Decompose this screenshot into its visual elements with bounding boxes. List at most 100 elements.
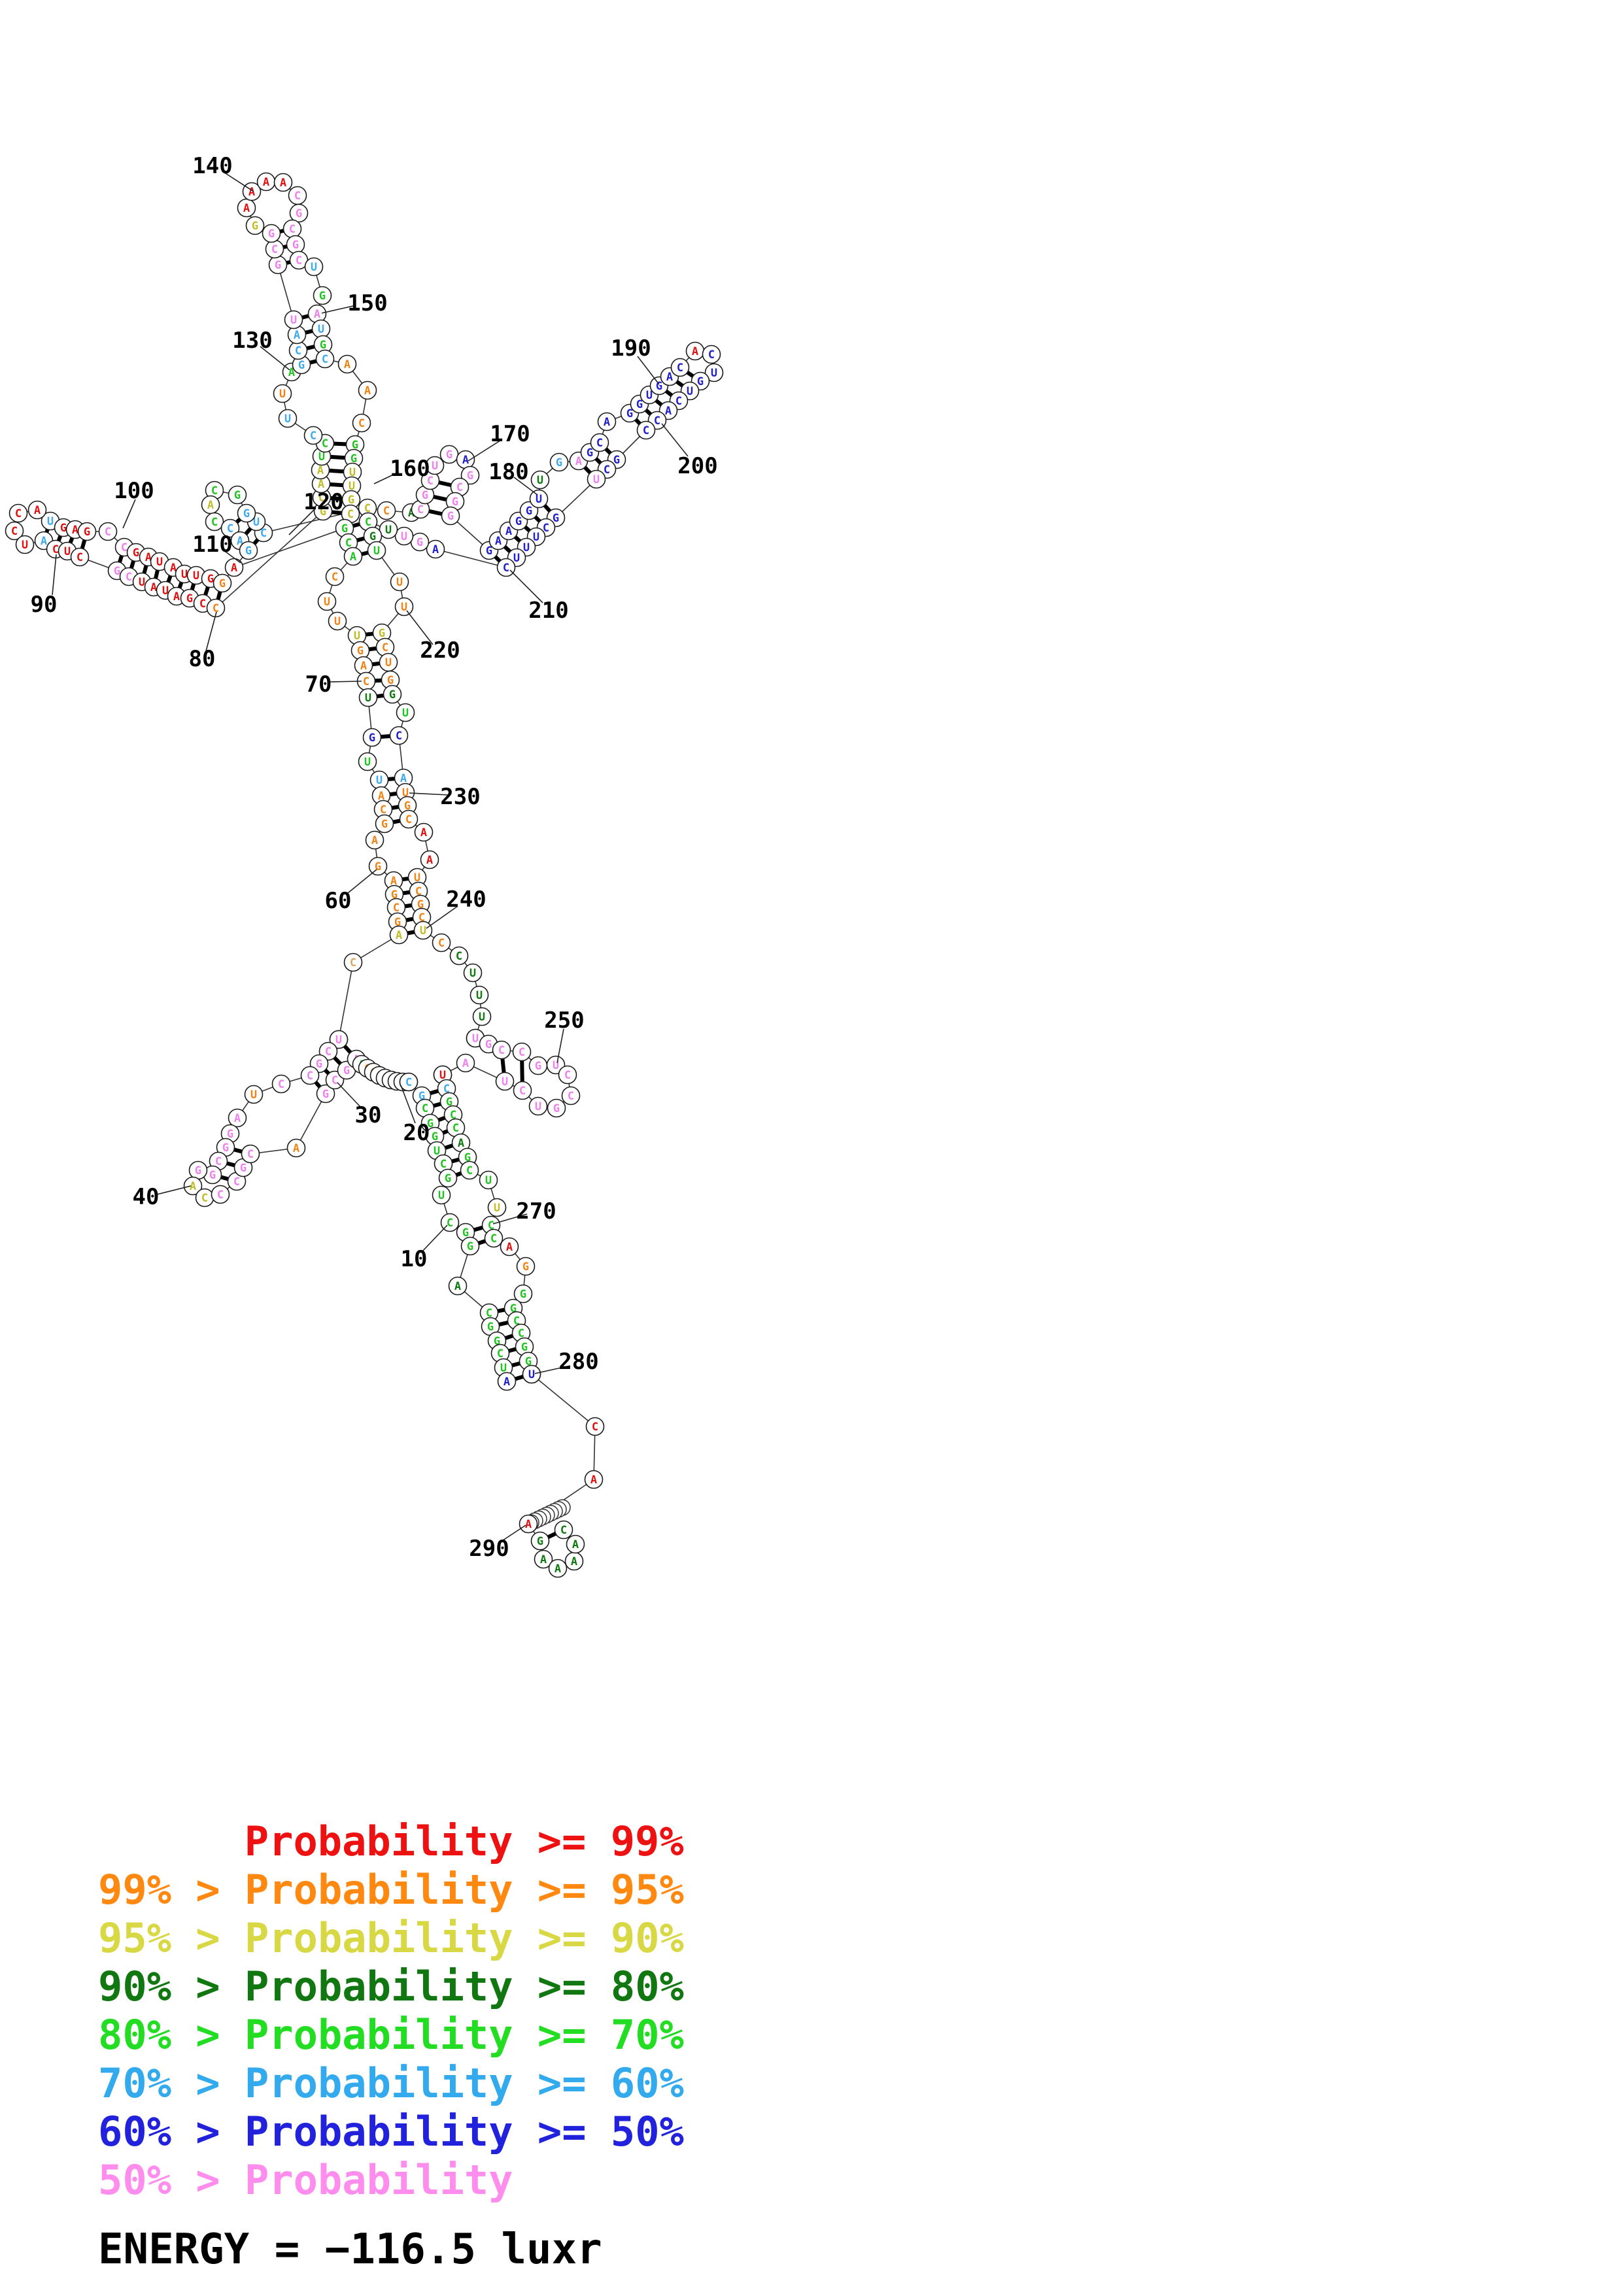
nucleotide-circle <box>303 426 323 445</box>
legend-line: 50% > Probability <box>98 2156 513 2204</box>
nucleotide-letter: U <box>533 531 539 544</box>
nucleotide-letter: G <box>268 228 275 241</box>
nucleotide-letter: C <box>289 223 296 236</box>
nucleotide-letter: U <box>349 480 355 493</box>
nucleotide-circle <box>284 310 303 329</box>
nucleotide-letter: C <box>217 1189 224 1202</box>
nucleotide-circle <box>278 409 298 428</box>
nucleotide-circle <box>460 1236 480 1256</box>
nucleotide-letter: U <box>318 450 325 464</box>
nucleotide-letter: U <box>385 524 392 537</box>
energy-line: ENERGY = −116.5 luxr <box>98 2225 602 2274</box>
nucleotide-circle <box>492 1040 511 1060</box>
nucleotide-circle <box>495 1072 515 1091</box>
nucleotide-letter: C <box>260 527 267 540</box>
position-label: 20 <box>403 1120 430 1146</box>
nucleotide-letter: U <box>536 493 542 506</box>
nucleotide-circle <box>548 1559 568 1578</box>
nucleotide-letter: A <box>572 1538 579 1551</box>
label-leader-line <box>225 551 241 564</box>
nucleotide-circle <box>389 726 409 745</box>
label-leader-line <box>422 1224 448 1252</box>
nucleotide-letter: U <box>396 576 403 589</box>
position-label: 160 <box>390 456 430 482</box>
nucleotide-letter: C <box>215 1155 222 1168</box>
nucleotide-circle <box>220 518 240 538</box>
nucleotide-letter: G <box>352 439 358 452</box>
nucleotide-circle <box>530 470 550 490</box>
nucleotide-circle <box>337 354 357 374</box>
position-label: 130 <box>232 328 272 354</box>
nucleotide-letter: C <box>488 1219 494 1232</box>
nucleotide-letter: U <box>711 367 717 380</box>
nucleotide-letter: G <box>486 545 492 558</box>
nucleotide-letter: C <box>643 424 649 437</box>
connector-line <box>215 511 324 609</box>
nucleotide-letter: C <box>427 475 434 488</box>
nucleotide-letter: C <box>604 464 610 477</box>
nucleotide-letter: U <box>494 1202 500 1215</box>
nucleotide-circle <box>584 1470 604 1489</box>
nucleotide-letter: A <box>665 405 672 418</box>
nucleotide-letter: G <box>445 1172 451 1185</box>
label-leader-line <box>498 1525 526 1544</box>
nucleotide-letter: U <box>22 539 28 552</box>
nucleotide-letter: A <box>318 478 324 491</box>
nucleotide-letter: A <box>458 1137 464 1150</box>
nucleotide-letter: U <box>438 1189 445 1202</box>
nucleotide-letter: U <box>479 1011 485 1024</box>
nucleotide-circle <box>441 506 460 526</box>
position-label: 100 <box>114 478 154 504</box>
nucleotide-circle <box>394 597 414 616</box>
nucleotide-letter: C <box>440 1158 447 1171</box>
nucleotide-letter: A <box>207 499 214 512</box>
nucleotide-circle <box>513 1081 532 1100</box>
nucleotide-circle <box>343 547 363 566</box>
nucleotide-circle <box>70 547 90 567</box>
nucleotide-letter: C <box>199 598 206 611</box>
nucleotide-letter: U <box>500 1362 507 1375</box>
nucleotide-letter: G <box>626 407 633 420</box>
nucleotide-letter: G <box>133 547 139 560</box>
nucleotide-circle <box>228 1108 247 1128</box>
position-label: 110 <box>192 532 232 558</box>
nucleotide-circle <box>463 963 483 983</box>
nucleotide-letter: C <box>77 551 83 564</box>
nucleotide-letter: U <box>162 584 169 598</box>
nucleotide-circle <box>9 503 28 523</box>
nucleotide-letter: G <box>391 888 398 902</box>
label-leader-line <box>347 869 377 894</box>
position-label: 280 <box>558 1349 598 1375</box>
label-leader-line <box>400 1085 416 1124</box>
nucleotide-circle <box>358 688 378 707</box>
nucleotide-letter: A <box>150 581 157 594</box>
nucleotide-letter: G <box>219 577 226 590</box>
legend-line: 99% > Probability >= 95% <box>98 1866 684 1914</box>
nucleotide-letter: G <box>207 573 214 586</box>
label-leader-line <box>52 554 57 596</box>
nucleotide-letter: A <box>503 1376 510 1389</box>
nucleotide-circle <box>383 684 402 704</box>
nucleotide-circle <box>420 850 439 869</box>
legend-line: 70% > Probability >= 60% <box>98 2059 684 2107</box>
nucleotide-letter: U <box>485 1174 492 1187</box>
position-label: 220 <box>420 637 460 664</box>
nucleotide-circle <box>271 1074 291 1094</box>
nucleotide-letter: C <box>543 522 549 535</box>
nucleotide-letter: C <box>383 505 390 518</box>
nucleotide-letter: U <box>284 413 291 426</box>
label-leader-line <box>513 477 538 496</box>
position-label: 240 <box>446 886 486 913</box>
nucleotide-letter: G <box>427 1117 434 1130</box>
nucleotide-letter: G <box>417 536 423 549</box>
nucleotide-letter: A <box>505 525 512 538</box>
nucleotide-letter: G <box>432 1130 438 1143</box>
nucleotide-circle <box>358 752 377 771</box>
nucleotide-letter: G <box>240 1162 247 1175</box>
position-label: 90 <box>31 592 58 618</box>
nucleotide-letter: A <box>231 562 237 575</box>
nucleotide-letter: C <box>596 437 603 450</box>
nucleotide-letter: C <box>393 902 400 915</box>
nucleotide-letter: A <box>350 550 356 564</box>
nucleotide-circle <box>516 1257 536 1276</box>
